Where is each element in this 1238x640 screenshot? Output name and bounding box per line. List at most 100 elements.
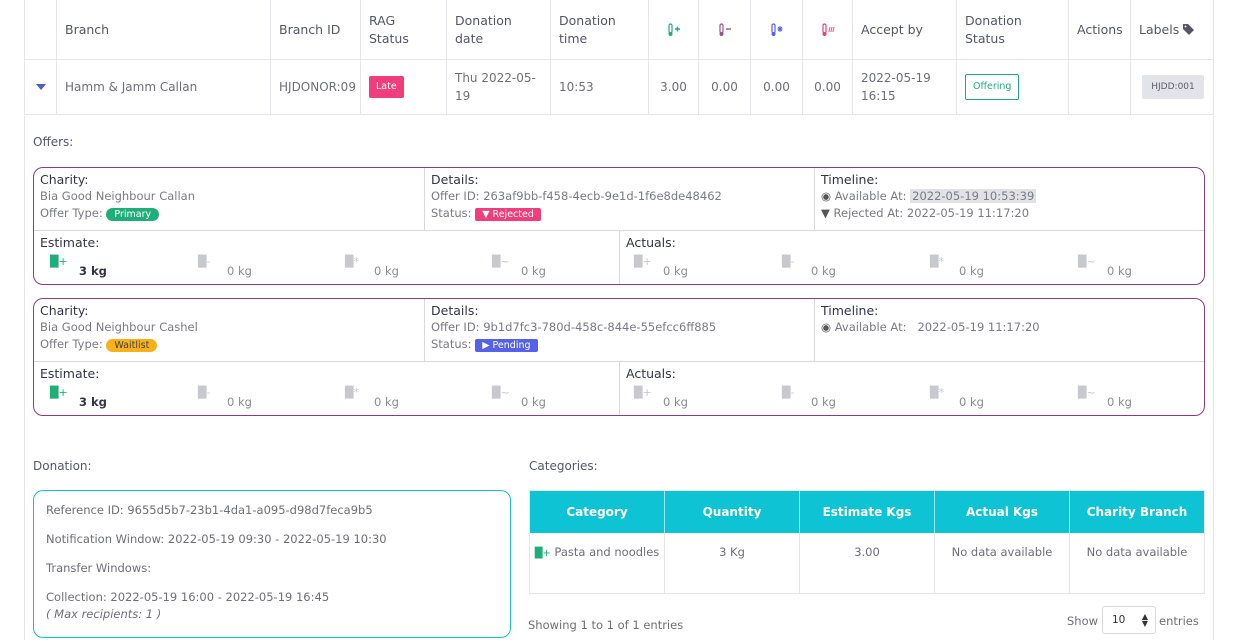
labels-cell: HJDD:001 — [1131, 60, 1215, 114]
table-row[interactable]: Hamm & Jamm Callan HJDONOR:09 Late Thu 2… — [25, 60, 1213, 115]
ambient-plus-icon: █+ — [50, 255, 68, 268]
header-accept-by[interactable]: Accept by — [853, 0, 957, 59]
table-row: █+ Pasta and noodles 3 Kg 3.00 No data a… — [530, 533, 1204, 593]
actions-cell[interactable] — [1069, 60, 1131, 114]
categories-title: Categories: — [529, 459, 598, 473]
estimate-section: Estimate: — [34, 362, 619, 415]
donation-date: Thu 2022-05-19 — [455, 71, 536, 103]
estimate-chilled: 0 kg — [227, 264, 252, 278]
header-labels: Labels — [1131, 0, 1215, 59]
branch-cell: Hamm & Jamm Callan — [57, 60, 271, 114]
estimate-heading: Estimate: — [40, 366, 100, 381]
eye-icon: ◉ — [821, 320, 832, 334]
header-branch-label: Branch — [65, 21, 110, 37]
offer-details: Details: Offer ID: 263af9bb-f458-4ecb-9e… — [424, 168, 814, 230]
rag-status-badge: Late — [369, 76, 404, 98]
actual-hot: 0 kg — [1107, 395, 1132, 409]
frozen-cell: 0.00 — [751, 60, 803, 114]
chilled-icon — [718, 22, 731, 36]
available-label: Available At: — [834, 320, 907, 334]
col-actual[interactable]: Actual Kgs — [935, 491, 1070, 533]
available-label: Available At: — [834, 189, 907, 203]
branch-id-cell: HJDONOR:09 — [271, 60, 361, 114]
estimate-frozen: 0 kg — [374, 395, 399, 409]
estimate-hot: 0 kg — [521, 264, 546, 278]
hot-cell: 0.00 — [803, 60, 853, 114]
quantity-cell: 3 Kg — [665, 533, 800, 593]
actual-cell: No data available — [935, 533, 1070, 593]
details-heading: Details: — [431, 303, 479, 318]
header-branch-id-label: Branch ID — [279, 21, 341, 37]
header-ambient[interactable] — [649, 0, 699, 59]
col-estimate[interactable]: Estimate Kgs — [800, 491, 935, 533]
header-donation-status[interactable]: Donation Status — [957, 0, 1069, 59]
actuals-section: Actuals: — [619, 231, 1204, 284]
offer-timeline: Timeline: ◉ Available At: 2022-05-19 10:… — [814, 168, 1204, 230]
chilled-icon: █- — [782, 386, 795, 399]
actual-chilled: 0 kg — [811, 395, 836, 409]
branch-id: HJDONOR:09 — [279, 80, 356, 94]
ambient-plus-icon: █+ — [534, 548, 551, 559]
status-cell: Offering — [957, 60, 1069, 114]
frozen-icon: █* — [930, 386, 944, 399]
available-line: ◉ Available At: 2022-05-19 11:17:20 — [821, 319, 1198, 336]
offer-charity: Charity: Bia Good Neighbour Callan Offer… — [34, 168, 424, 230]
frozen-icon: █* — [345, 386, 359, 399]
header-donation-date[interactable]: Donation date — [447, 0, 551, 59]
offer-timeline: Timeline: ◉ Available At: 2022-05-19 11:… — [814, 299, 1204, 361]
collection-window: Collection: 2022-05-19 16:00 - 2022-05-1… — [46, 590, 330, 604]
offer-card: Charity: Bia Good Neighbour Cashel Offer… — [33, 298, 1205, 416]
col-quantity[interactable]: Quantity — [665, 491, 800, 533]
header-frozen[interactable] — [751, 0, 803, 59]
ambient-plus-icon: █+ — [50, 386, 68, 399]
donation-title: Donation: — [33, 459, 92, 473]
charity-heading: Charity: — [40, 303, 89, 318]
page-size-select[interactable]: 10 ▲ ▼ — [1102, 606, 1156, 634]
reference-id: Reference ID: 9655d5b7-23b1-4da1-a095-d9… — [46, 503, 373, 517]
header-date-label: Donation date — [455, 12, 512, 46]
actual-frozen: 0 kg — [959, 264, 984, 278]
header-chilled[interactable] — [699, 0, 751, 59]
frozen-icon: █* — [930, 255, 944, 268]
actual-chilled: 0 kg — [811, 264, 836, 278]
offer-id: Offer ID: 263af9bb-f458-4ecb-9e1d-1f6e8d… — [431, 189, 722, 203]
offer-bottom: Estimate: Actuals: █+ 3 kg █- 0 kg █* 0 … — [34, 362, 1204, 415]
estimate-cell: 3.00 — [800, 533, 935, 593]
col-charity-branch[interactable]: Charity Branch — [1086, 505, 1188, 519]
actual-ambient: 0 kg — [663, 395, 688, 409]
expand-toggle[interactable] — [25, 60, 57, 114]
estimate-heading: Estimate: — [40, 235, 100, 250]
estimate-frozen: 0 kg — [374, 264, 399, 278]
header-rag-status[interactable]: RAG Status — [361, 0, 447, 59]
header-branch[interactable]: Branch — [57, 0, 271, 59]
col-category[interactable]: Category — [530, 491, 665, 533]
rejected-line: ▼ Rejected At: 2022-05-19 11:17:20 — [821, 205, 1198, 222]
ambient-value: 3.00 — [660, 80, 687, 94]
accept-by-cell: 2022-05-19 16:15 — [853, 60, 957, 114]
date-cell: Thu 2022-05-19 — [447, 60, 551, 114]
timeline-heading: Timeline: — [821, 303, 879, 318]
hot-icon: █~ — [1078, 255, 1096, 268]
frozen-icon — [770, 22, 782, 36]
header-hot[interactable] — [803, 0, 853, 59]
max-recipients: ( Max recipients: 1 ) — [46, 607, 162, 621]
header-rag-label: RAG Status — [369, 12, 409, 46]
actual-hot: 0 kg — [1107, 264, 1132, 278]
categories-table: Category Quantity Estimate Kgs Actual Kg… — [529, 490, 1205, 594]
available-at: 2022-05-19 11:17:20 — [917, 320, 1040, 334]
estimate-ambient: 3 kg — [79, 395, 107, 409]
offer-status-badge: ▼ Rejected — [475, 208, 541, 221]
chilled-icon: █- — [198, 255, 211, 268]
frozen-icon: █* — [345, 255, 359, 268]
actual-ambient: 0 kg — [663, 264, 688, 278]
ambient-plus-icon: █+ — [634, 386, 652, 399]
thumbs-down-icon: ▼ — [482, 209, 490, 220]
expanded-row: Offers: Charity: Bia Good Neighbour Call… — [24, 116, 1214, 640]
estimate-ambient: 3 kg — [79, 264, 107, 278]
chevron-down-icon — [35, 84, 46, 90]
header-donation-time[interactable]: Donation time — [551, 0, 649, 59]
header-branch-id[interactable]: Branch ID — [271, 0, 361, 59]
rag-cell: Late — [361, 60, 447, 114]
branch-name: Hamm & Jamm Callan — [65, 80, 198, 94]
eye-icon: ◉ — [821, 189, 832, 203]
